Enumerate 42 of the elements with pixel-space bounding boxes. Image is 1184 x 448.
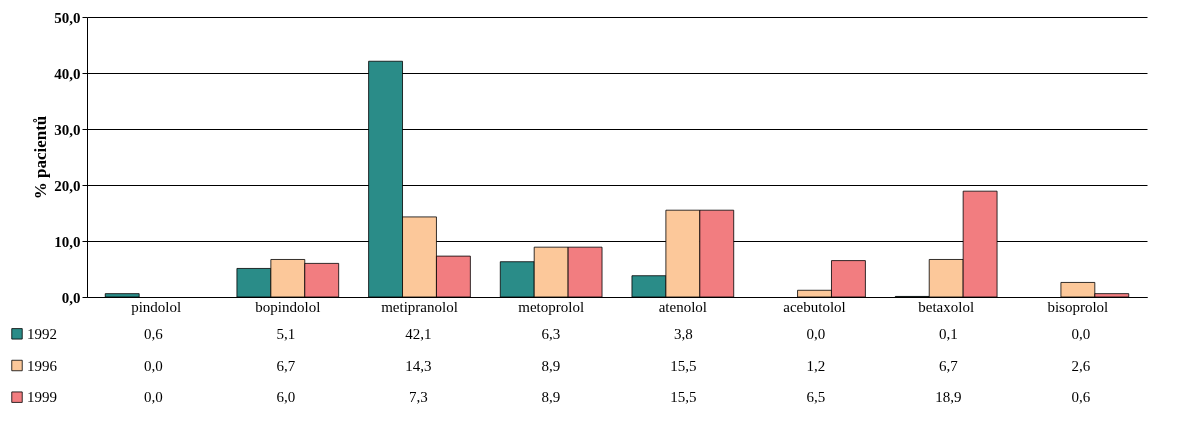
data-label: 2,6 [1071,357,1091,374]
data-label: 6,0 [276,389,296,406]
legend-label: 1992 [27,325,57,342]
data-label: 0,0 [143,357,163,374]
x-tick-label: acebutolol [783,298,846,315]
data-label: 0,6 [143,325,164,342]
y-tick-label: 30,0 [54,121,81,138]
x-tick-label: metipranolol [381,298,458,315]
data-label: 42,1 [405,325,432,342]
data-label: 6,7 [938,357,959,374]
data-label: 5,1 [276,325,296,342]
y-tick-label: 50,0 [54,9,81,26]
x-tick-label: bisoprolol [1047,298,1109,315]
x-tick-label: atenolol [658,298,707,315]
y-axis-title: % pacientů [31,115,51,200]
y-tick-label: 20,0 [54,177,81,194]
y-tick-label: 40,0 [54,65,81,82]
data-label: 18,9 [935,389,962,406]
y-tick-label: 10,0 [54,233,81,250]
data-label: 0,0 [1071,325,1091,342]
data-label: 6,5 [806,389,826,406]
data-label: 3,8 [673,325,693,342]
x-tick-label: betaxolol [918,298,975,315]
data-label: 0,6 [1071,389,1091,406]
data-label: 15,5 [670,389,697,406]
data-label: 0,1 [938,325,958,342]
data-label: 6,3 [541,325,561,342]
legend-label: 1999 [27,389,57,406]
data-label: 15,5 [670,357,697,374]
data-label: 8,9 [541,357,561,374]
y-tick-label: 0,0 [61,289,81,306]
x-tick-label: pindolol [131,298,182,315]
data-label: 8,9 [541,389,561,406]
data-label: 14,3 [405,357,432,374]
data-label: 7,3 [408,389,428,406]
data-label: 1,2 [806,357,826,374]
data-label: 6,7 [276,357,296,374]
data-label: 0,0 [143,389,163,406]
data-label: 0,0 [806,325,826,342]
x-tick-label: bopindolol [255,298,321,315]
x-tick-label: metoprolol [518,298,585,315]
legend-label: 1996 [27,357,58,374]
